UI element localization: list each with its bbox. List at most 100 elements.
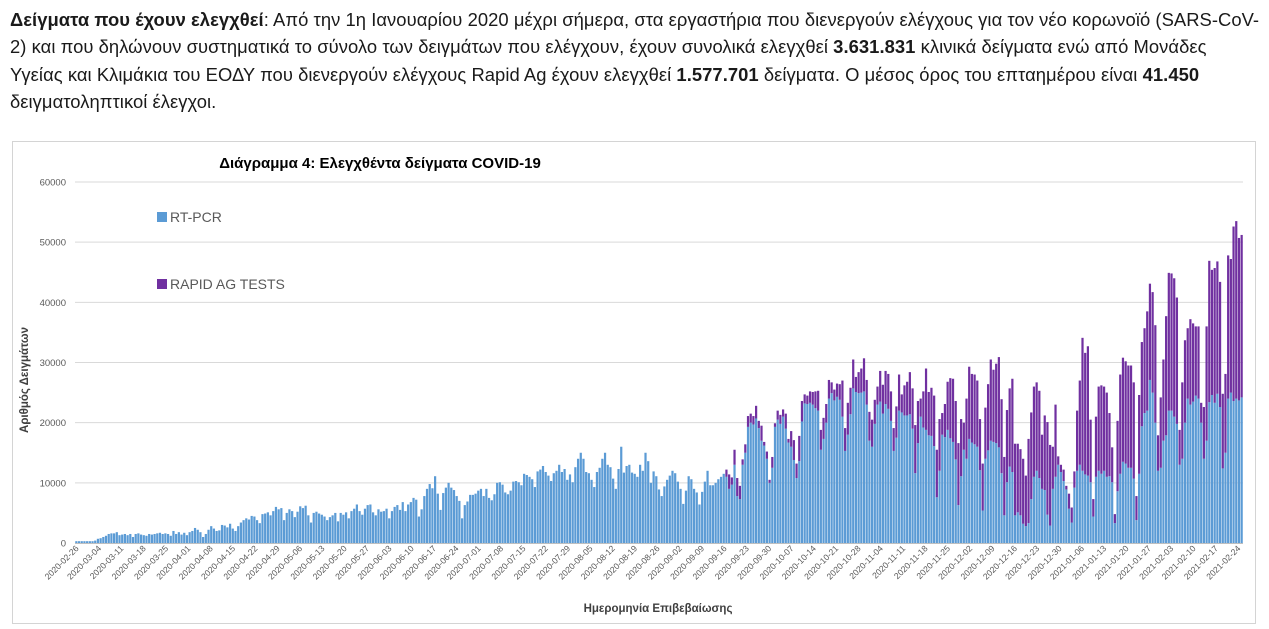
bar-rapid-ag [900,394,903,413]
bar-rt-pcr [552,473,555,543]
gridlines [75,181,1243,484]
bar-rapid-ag [1159,397,1162,468]
bar-rt-pcr [846,434,849,543]
paragraph-text-3: δείγματα. Ο μέσος όρος του επταημέρου εί… [758,63,1143,85]
bar-rt-pcr [1162,440,1165,543]
bar-rt-pcr [369,504,372,543]
bar-rt-pcr [1194,395,1197,543]
bar-rt-pcr [304,505,307,543]
bar-rapid-ag [1213,268,1216,403]
bar-rapid-ag [995,363,998,444]
bar-rt-pcr [134,533,137,543]
bar-rt-pcr [1113,523,1116,543]
bar-rt-pcr [1024,526,1027,543]
bar-rt-pcr [711,485,715,543]
bar-rapid-ag [1003,456,1006,516]
bar-rt-pcr [906,415,909,543]
bar-rapid-ag [773,423,777,427]
bar-rt-pcr [115,532,118,543]
bar-rt-pcr [455,496,458,543]
bar-rt-pcr [75,541,78,543]
bar-rt-pcr [91,541,94,543]
bar-rt-pcr [738,499,742,543]
bar-rt-pcr [1178,464,1181,543]
bar-rapid-ag [935,449,938,498]
bar-rapid-ag [997,357,1000,448]
bar-rapid-ag [1040,434,1044,489]
bar-rt-pcr [889,420,893,543]
bar-rt-pcr [1046,514,1049,543]
bar-rt-pcr [88,541,91,543]
bar-rt-pcr [730,484,733,543]
bar-rt-pcr [415,499,418,543]
bar-rapid-ag [1143,328,1146,414]
bar-rapid-ag [908,372,911,415]
bar-rt-pcr [687,476,690,543]
bar-rapid-ag [986,384,990,451]
bar-rt-pcr [409,502,412,543]
bar-rapid-ag [741,459,744,465]
y-tick-label: 30000 [40,358,66,369]
bar-rt-pcr [504,492,507,543]
bar-rt-pcr [755,418,758,543]
bar-rt-pcr [1232,401,1235,543]
bar-rapid-ag [792,440,795,460]
bar-rapid-ag [876,386,879,405]
bar-rt-pcr [196,529,199,543]
bar-rt-pcr [976,446,979,543]
bar-rt-pcr [795,478,798,543]
bar-rt-pcr [1146,410,1149,543]
bar-rt-pcr [709,485,712,543]
bar-rt-pcr [1092,516,1095,543]
bar-rapid-ag [873,399,876,424]
bar-rapid-ag [1059,464,1063,472]
bar-rt-pcr [1167,410,1170,543]
bar-rt-pcr [1224,452,1227,543]
bar-rt-pcr [1062,481,1065,543]
bar-rt-pcr [458,500,461,543]
bar-rt-pcr [609,467,612,543]
bars-group [75,221,1243,544]
bar-rt-pcr [790,446,793,543]
bar-rapid-ag [1224,373,1227,453]
bar-rapid-ag [1051,446,1054,489]
bar-rt-pcr [315,511,318,543]
bar-rapid-ag [800,401,804,422]
legend-label-rt-pcr: RT-PCR [170,209,222,225]
bar-rt-pcr [282,520,286,543]
bar-rt-pcr [191,530,194,543]
bar-rt-pcr [158,532,162,543]
bar-rapid-ag [984,407,987,459]
bar-rt-pcr [746,426,750,543]
bar-rt-pcr [571,482,574,543]
bar-rt-pcr [520,485,523,543]
bar-rt-pcr [1151,392,1154,543]
bar-rt-pcr [463,505,466,543]
bar-rt-pcr [547,475,550,543]
bar-rapid-ag [835,383,839,397]
bar-rapid-ag [962,422,965,450]
bar-rt-pcr [220,524,224,543]
bar-rt-pcr [218,530,221,543]
bar-rt-pcr [612,478,615,543]
bar-rt-pcr [714,482,717,543]
bar-rt-pcr [881,413,884,543]
bar-rt-pcr [776,419,779,543]
y-tick-label: 60000 [40,178,66,189]
bar-rapid-ag [1078,380,1081,465]
bar-rt-pcr [924,429,928,543]
bar-rapid-ag [1111,447,1114,483]
bar-rt-pcr [997,447,1000,543]
bar-rapid-ag [1022,458,1025,524]
bar-rt-pcr [509,490,512,543]
bar-rt-pcr [870,446,874,543]
bar-rt-pcr [1138,473,1141,543]
bar-rapid-ag [1208,260,1211,403]
bar-rt-pcr [180,534,183,543]
bar-rt-pcr [595,472,599,543]
bar-rt-pcr [309,522,313,543]
bar-rt-pcr [434,476,437,543]
bar-rt-pcr [355,504,358,543]
bar-rt-pcr [884,404,887,543]
bar-rt-pcr [960,476,963,543]
